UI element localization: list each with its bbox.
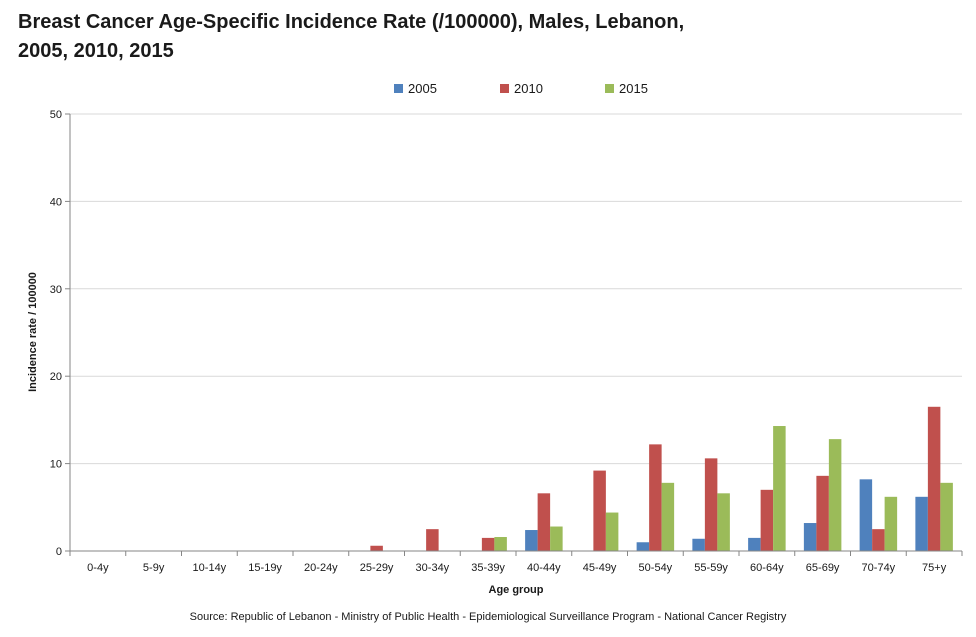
bar-2010-45-49y [593, 470, 606, 551]
x-tick-label: 35-39y [471, 562, 505, 574]
legend-swatch-2005 [394, 84, 403, 93]
bar-2010-75+y [927, 406, 941, 551]
bar-2010-25-29y [370, 545, 383, 551]
bar-2010-65-69y [816, 475, 829, 551]
bar-2010-40-44y [537, 493, 551, 551]
y-tick-label: 10 [50, 459, 62, 471]
x-tick-label: 45-49y [583, 562, 617, 574]
bar-2015-60-64y [773, 426, 786, 551]
x-tick-label: 55-59y [694, 562, 728, 574]
chart-title: Breast Cancer Age-Specific Incidence Rat… [18, 11, 685, 62]
bar-2005-55-59y [692, 538, 705, 551]
x-tick-label: 25-29y [360, 562, 394, 574]
x-tick-label: 60-64y [750, 562, 784, 574]
legend: 2005 2010 2015 [394, 81, 648, 96]
bar-2015-55-59y [717, 493, 730, 551]
bar-2010-30-34y [426, 529, 439, 551]
bar-2015-75+y [940, 482, 953, 551]
bar-2015-70-74y [884, 496, 898, 551]
bar-2015-50-54y [661, 482, 675, 551]
bar-2015-45-49y [605, 512, 619, 551]
legend-label-2015: 2015 [619, 81, 648, 96]
bar-2010-70-74y [872, 529, 885, 551]
bar-2005-75+y [915, 496, 928, 551]
legend-label-2010: 2010 [514, 81, 543, 96]
bars [370, 406, 953, 551]
bar-2015-65-69y [828, 439, 842, 551]
x-tick-label: 15-19y [248, 562, 282, 574]
bar-2005-50-54y [636, 542, 650, 551]
y-tick-label: 30 [50, 284, 62, 296]
source-note: Source: Republic of Lebanon - Ministry o… [189, 611, 787, 623]
x-tick-label: 5-9y [143, 562, 165, 574]
bar-2010-60-64y [760, 489, 774, 551]
legend-swatch-2010 [500, 84, 509, 93]
axes: 0 10 20 30 40 50 0-4y 5-9y 10-14y 15-19y 20-24y 25-… [50, 109, 963, 574]
bar-2005-60-64y [748, 537, 761, 551]
legend-label-2005: 2005 [408, 81, 437, 96]
gridlines [70, 113, 962, 465]
x-tick-label: 40-44y [527, 562, 561, 574]
legend-swatch-2015 [605, 84, 614, 93]
bar-2005-65-69y [803, 523, 817, 551]
y-tick-label: 50 [50, 109, 62, 121]
x-tick-label: 10-14y [193, 562, 227, 574]
x-tick-label: 65-69y [806, 562, 840, 574]
y-tick-label: 20 [50, 371, 62, 383]
bar-2010-35-39y [481, 537, 495, 551]
x-tick-label: 20-24y [304, 562, 338, 574]
x-tick-label: 0-4y [87, 562, 109, 574]
x-tick-label: 70-74y [862, 562, 896, 574]
x-axis-title: Age group [489, 584, 544, 596]
x-tick-label: 75+y [922, 562, 947, 574]
y-tick-label: 40 [50, 196, 62, 208]
bar-2005-70-74y [859, 479, 873, 551]
bar-2005-40-44y [525, 530, 538, 551]
x-tick-label: 50-54y [639, 562, 673, 574]
bar-2015-40-44y [550, 526, 563, 551]
bar-2010-55-59y [704, 458, 718, 551]
y-axis-title: Incidence rate / 100000 [27, 272, 39, 392]
y-tick-label: 0 [56, 546, 62, 558]
bar-2010-50-54y [649, 444, 662, 551]
bar-2015-35-39y [494, 537, 507, 551]
x-tick-label: 30-34y [416, 562, 450, 574]
